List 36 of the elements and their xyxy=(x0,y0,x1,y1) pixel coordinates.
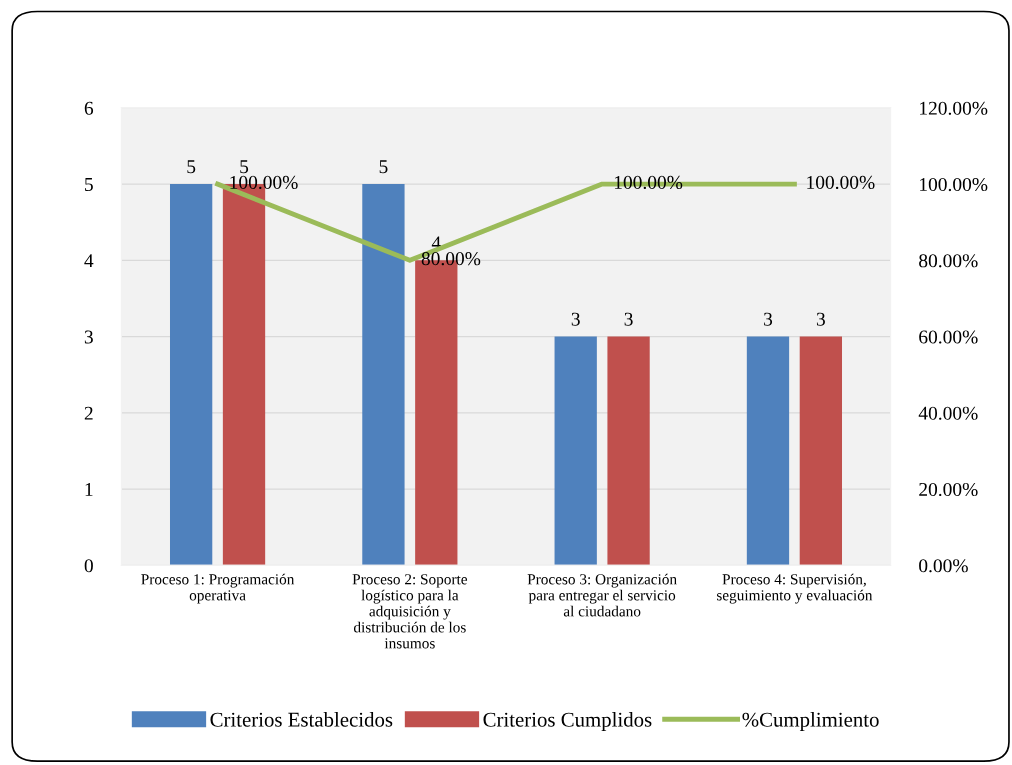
legend-label: %Cumplimiento xyxy=(742,712,879,731)
y2-tick-label: 20.00% xyxy=(919,482,978,497)
bar xyxy=(799,336,843,566)
y-tick-label: 3 xyxy=(84,330,93,344)
y2-tick-label: 60.00% xyxy=(919,330,978,344)
bar xyxy=(607,336,650,566)
y-tick-label: 4 xyxy=(84,254,94,268)
legend-label: Criterios Establecidos xyxy=(210,712,393,727)
x-tick-label: Proceso 1: Programación operativa xyxy=(141,573,295,604)
y2-tick-label: 0.00% xyxy=(919,559,968,573)
data-label: 100.00% xyxy=(230,175,298,190)
data-label: 5 xyxy=(187,160,196,174)
legend-label: Criterios Cumplidos xyxy=(483,712,652,731)
data-label: 5 xyxy=(240,160,249,174)
y2-tick-label: 40.00% xyxy=(918,406,978,420)
x-tick-label: Proceso 3: Organización para entregar el servicio al ciudadano xyxy=(527,573,677,617)
bar xyxy=(362,184,405,566)
y-tick-label: 1 xyxy=(85,483,93,496)
y-tick-label: 2 xyxy=(84,406,93,420)
data-label: 5 xyxy=(379,160,388,174)
x-tick-label: Proceso 4: Supervisión, seguimiento y evaluación xyxy=(716,573,873,604)
data-label: 3 xyxy=(816,312,825,326)
data-label: 100.00% xyxy=(807,175,875,190)
bar xyxy=(746,336,790,566)
y-tick-label: 6 xyxy=(84,101,94,115)
x-tick-label: Proceso 2: Soporte logístico para la adquisición y distribución de los insumos xyxy=(352,574,468,649)
data-label: 3 xyxy=(624,312,633,326)
data-label: 3 xyxy=(571,312,580,326)
y-tick-label: 0 xyxy=(84,559,93,573)
y-tick-label: 5 xyxy=(85,178,93,192)
bar xyxy=(169,184,213,566)
y2-tick-label: 100.00% xyxy=(920,177,988,192)
y2-tick-label: 120.00% xyxy=(920,101,988,115)
bar xyxy=(554,336,597,566)
data-label: 3 xyxy=(764,312,773,326)
y2-tick-label: 80.00% xyxy=(919,254,978,268)
